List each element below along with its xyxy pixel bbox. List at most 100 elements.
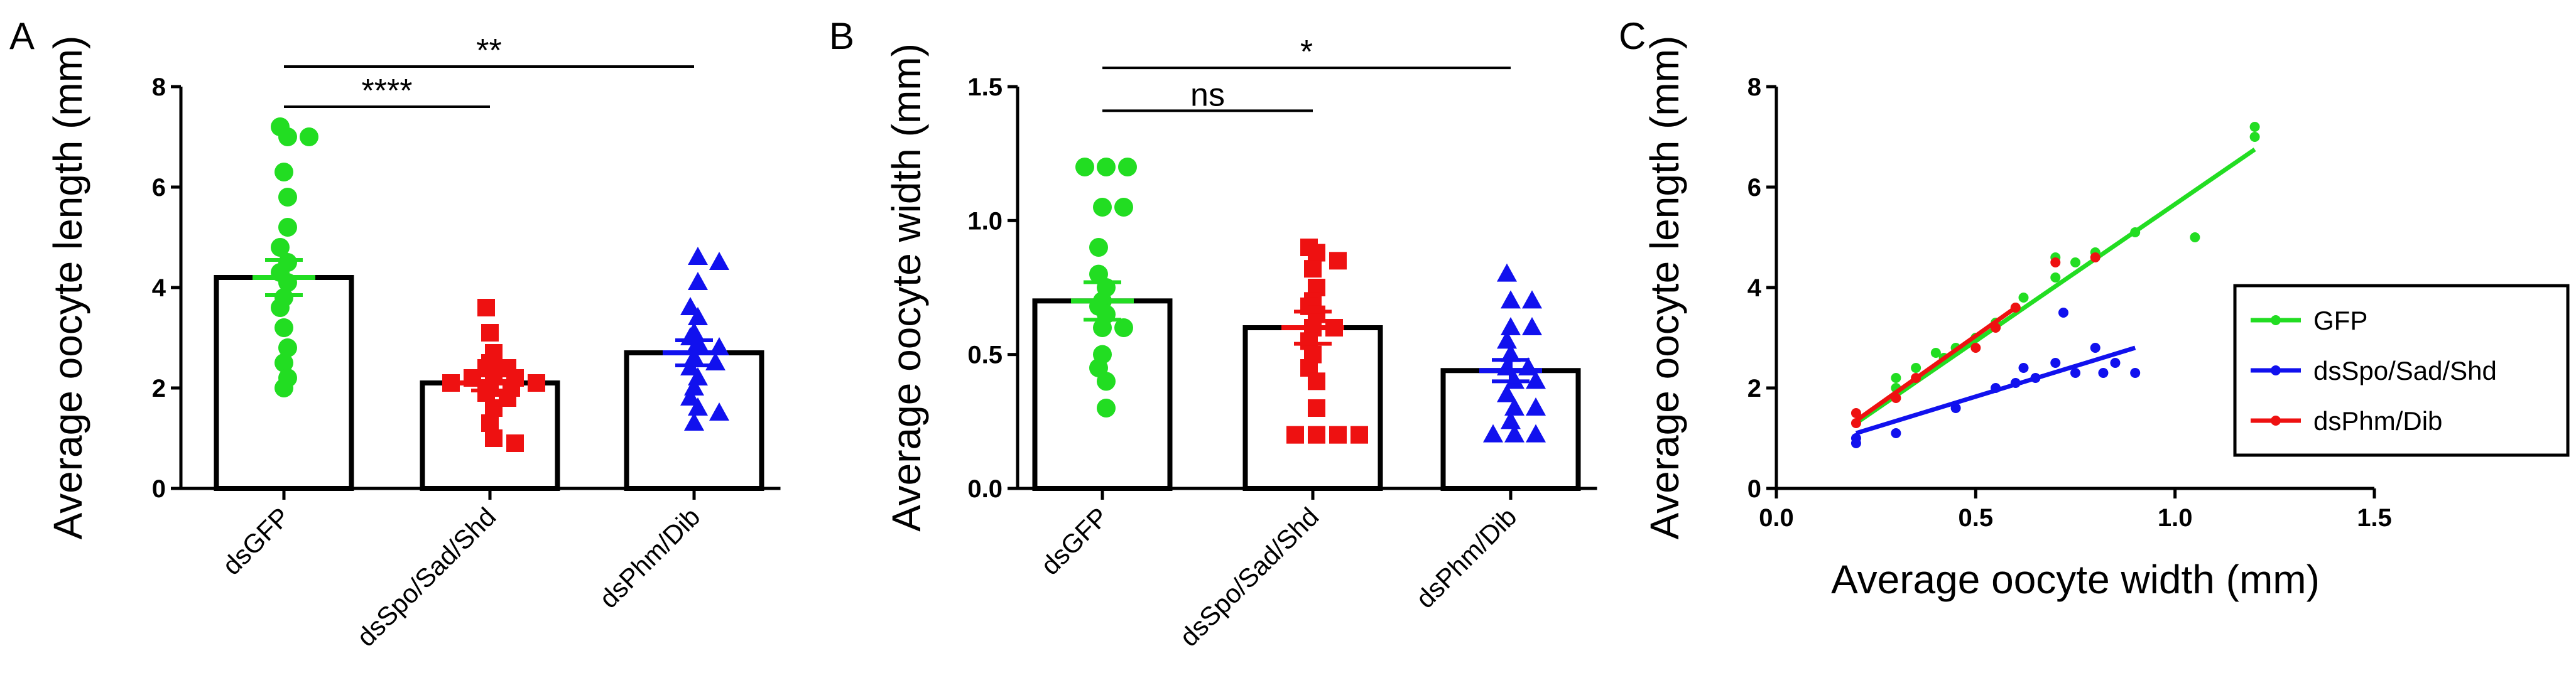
x-category-label: dsSpo/Sad/Shd: [351, 502, 502, 652]
data-point: [1497, 263, 1517, 282]
data-point: [680, 297, 700, 315]
y-tick-label: 6: [1747, 174, 1761, 202]
data-point: [300, 127, 318, 146]
scatter-point: [2018, 293, 2029, 303]
x-category-label: dsGFP: [1035, 502, 1114, 581]
scatter-point: [2110, 358, 2121, 368]
scatter-point: [2030, 373, 2041, 383]
data-point: [506, 434, 524, 452]
data-point: [278, 218, 297, 237]
scatter-point: [2090, 252, 2100, 262]
data-point: [1526, 397, 1546, 416]
y-tick-label: 4: [1747, 274, 1762, 302]
data-point: [271, 238, 290, 257]
x-category-label: dsGFP: [217, 502, 296, 581]
panel-a-chart: 0 2 4 6 8 Average oocyte length (mm) dsGFP dsSp…: [45, 33, 781, 652]
data-point: [477, 299, 495, 316]
data-point: [1501, 290, 1521, 309]
scatter-point: [1991, 323, 2001, 333]
scatter-point: [2249, 132, 2260, 142]
scatter-point: [1911, 373, 1921, 383]
scatter-point: [2190, 232, 2200, 242]
data-point: [688, 307, 708, 325]
data-point: [481, 324, 499, 342]
fit-line-1: [1854, 148, 2256, 425]
scatter-point: [1991, 383, 2001, 393]
data-point: [1501, 343, 1521, 362]
y-tick-label: 1.0: [967, 207, 1003, 235]
data-point: [1097, 372, 1116, 391]
data-point: [1504, 397, 1524, 416]
scatter-point: [2130, 227, 2141, 237]
data-point: [1483, 424, 1503, 443]
scatter-point: [2098, 368, 2109, 378]
data-point: [688, 272, 708, 290]
data-point: [485, 399, 503, 417]
scatter-point: [2050, 257, 2061, 267]
y-tick-label: 6: [152, 174, 166, 202]
legend-label: dsPhm/Dib: [2313, 406, 2442, 436]
scatter-point: [1850, 433, 1861, 443]
x-tick-label: 1.5: [2357, 504, 2392, 532]
data-point: [1497, 384, 1517, 402]
panel-c-chart: 0 2 4 6 8 0.0 0.5 1.0 1.5 Average oocyte width (m…: [1642, 36, 2570, 602]
scatter-point: [2058, 308, 2068, 318]
data-point: [1308, 399, 1325, 417]
legend-label: dsSpo/Sad/Shd: [2313, 356, 2497, 385]
data-point: [485, 429, 503, 447]
data-point: [1097, 399, 1116, 417]
x-tick-label: 0.5: [1959, 504, 1994, 532]
significance-label: **: [476, 33, 501, 69]
scatter-point: [1950, 403, 1961, 413]
data-point: [688, 247, 708, 265]
data-point: [278, 127, 297, 146]
data-point: [680, 387, 700, 406]
significance-label: ****: [362, 73, 413, 109]
data-point: [274, 379, 293, 397]
y-tick-label: 8: [1747, 73, 1761, 101]
y-tick-label: 0: [1747, 475, 1761, 503]
data-point: [274, 353, 293, 372]
y-tick-label: 4: [152, 274, 166, 302]
scatter-point: [2050, 272, 2061, 283]
scatter-point: [1850, 408, 1861, 418]
data-point: [1504, 424, 1524, 443]
panel-b-letter: B: [829, 15, 854, 57]
scatter-point: [2070, 257, 2080, 267]
x-category-label: dsSpo/Sad/Shd: [1174, 502, 1325, 652]
scatter-point: [1850, 418, 1861, 428]
data-point: [1497, 330, 1517, 349]
panel-c-letter: C: [1619, 15, 1646, 57]
x-tick-label: 0.0: [1759, 504, 1794, 532]
scatter-point: [2070, 368, 2080, 378]
scatter-point: [2018, 363, 2029, 373]
data-point: [1522, 317, 1542, 335]
data-point: [481, 414, 499, 432]
data-point: [485, 364, 503, 382]
fit-line-3: [1854, 306, 2017, 423]
scatter-point: [1911, 363, 1921, 373]
data-point: [1075, 158, 1094, 176]
y-tick-label: 2: [1747, 375, 1761, 402]
scatter-point: [2249, 122, 2260, 132]
data-point: [1304, 260, 1322, 278]
data-point: [1093, 318, 1112, 337]
data-point: [278, 338, 297, 357]
y-tick-label: 8: [152, 73, 166, 101]
data-point: [442, 374, 460, 392]
y-axis-title: Average oocyte length (mm): [45, 36, 90, 540]
scatter-point: [2130, 368, 2141, 378]
data-point: [274, 318, 293, 337]
data-point: [1526, 424, 1546, 443]
data-point: [709, 402, 729, 421]
y-axis-title: Average oocyte length (mm): [1642, 36, 1687, 540]
y-tick-label: 1.5: [967, 73, 1003, 101]
scatter-point: [2010, 378, 2021, 388]
y-tick-label: 0.0: [967, 475, 1003, 503]
data-point: [1114, 198, 1133, 217]
data-point: [1114, 318, 1133, 337]
scatter-point: [1970, 343, 1981, 353]
panel-a-letter: A: [9, 15, 35, 57]
data-point: [1308, 244, 1325, 262]
